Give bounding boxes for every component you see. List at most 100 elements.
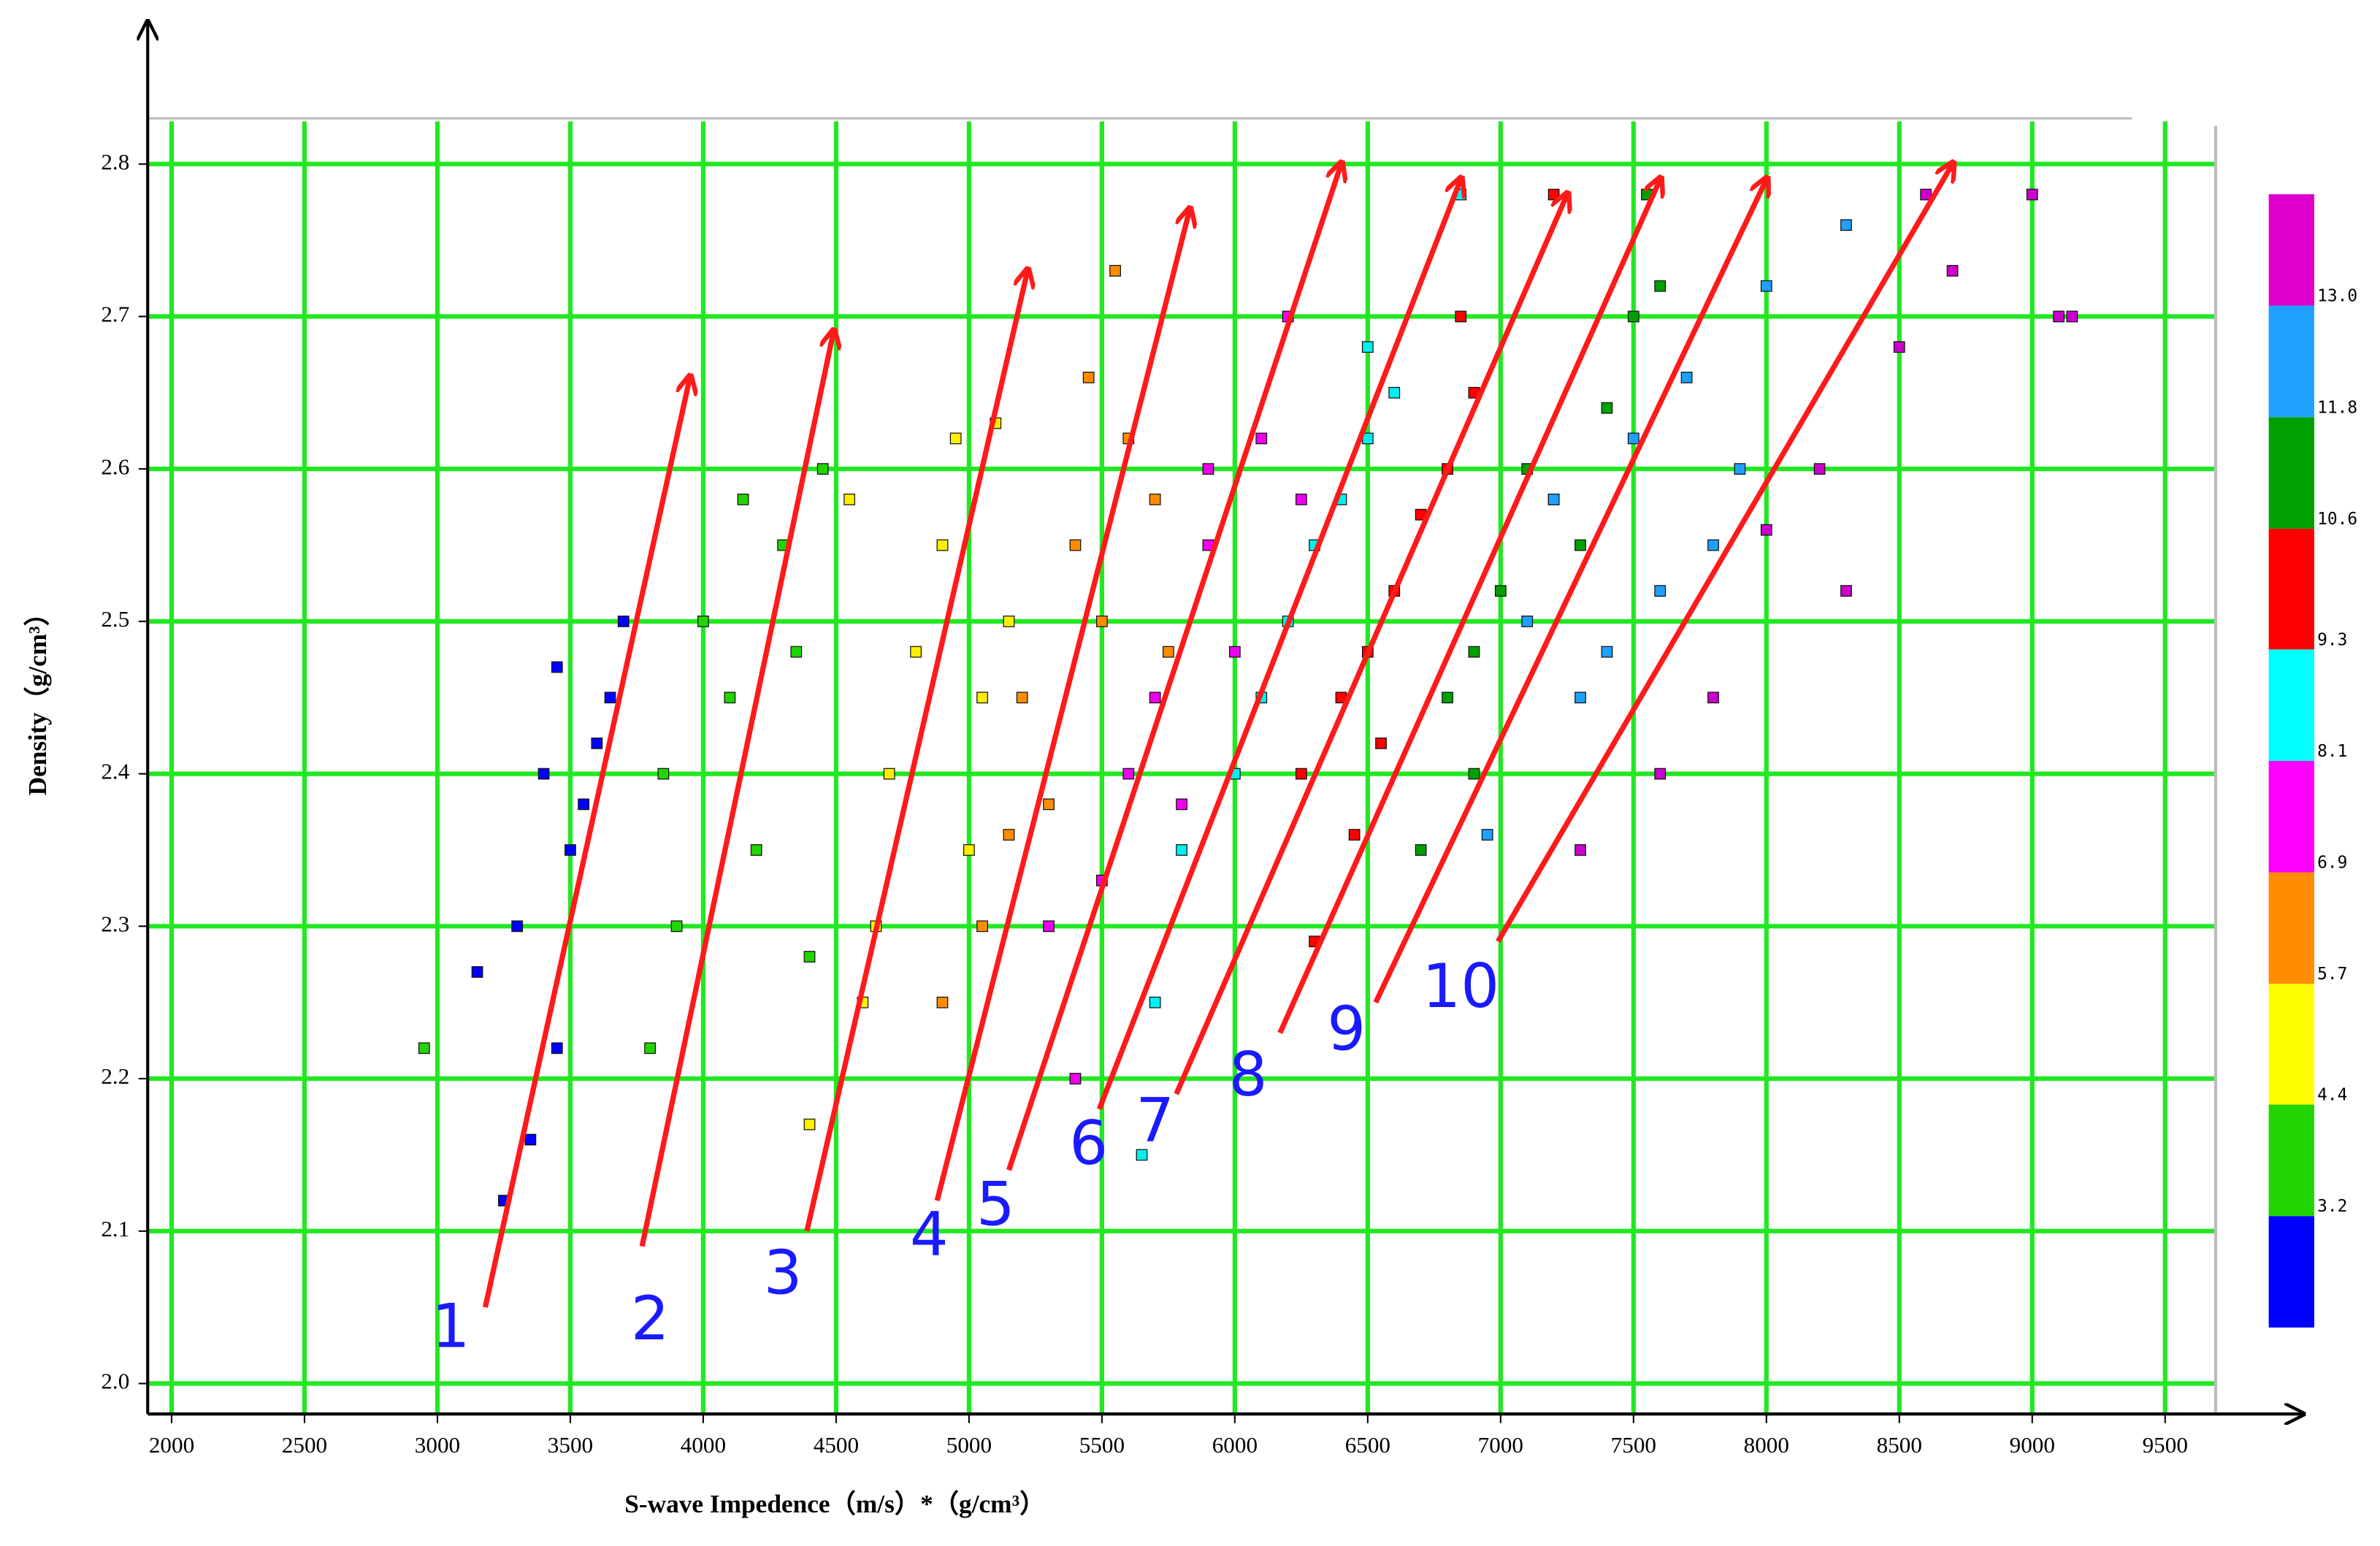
- point: [976, 920, 988, 933]
- x-tick-label: 3500: [548, 1432, 593, 1458]
- colorbar-segment: [2268, 1104, 2314, 1217]
- point: [1016, 692, 1028, 704]
- point: [551, 1042, 563, 1055]
- point: [1109, 264, 1121, 277]
- point: [1442, 692, 1453, 704]
- point: [1707, 539, 1719, 551]
- annotation-arrow: [804, 271, 1028, 1232]
- point: [1521, 615, 1534, 627]
- point: [816, 463, 829, 475]
- y-tick-label: 2.7: [101, 302, 129, 327]
- point: [1043, 920, 1055, 933]
- colorbar-segment: [2268, 305, 2314, 418]
- point: [670, 920, 683, 933]
- y-tick-label: 2.8: [101, 149, 129, 175]
- point: [1468, 646, 1480, 658]
- x-tick-label: 9000: [2010, 1432, 2055, 1458]
- x-tick-label: 6500: [1345, 1432, 1390, 1458]
- point: [1069, 539, 1082, 551]
- annotation-arrow: [1174, 194, 1567, 1095]
- point: [1946, 264, 1959, 277]
- point: [1680, 371, 1693, 383]
- point: [471, 966, 483, 978]
- x-tick-label: 2500: [282, 1432, 327, 1458]
- y-tick-label: 2.1: [101, 1216, 129, 1241]
- point: [1228, 646, 1241, 658]
- point: [2066, 310, 2078, 323]
- y-tick-label: 2.0: [101, 1369, 129, 1394]
- x-tick-label: 5000: [946, 1432, 992, 1458]
- point: [1574, 539, 1586, 551]
- point: [1255, 432, 1268, 445]
- y-tick-label: 2.6: [101, 454, 129, 479]
- colorbar-tick-label: 4.4: [2317, 1086, 2347, 1105]
- point: [1295, 768, 1307, 780]
- point: [803, 1118, 816, 1130]
- annotation-arrow: [1496, 164, 1952, 944]
- annotation-label: 6: [1069, 1108, 1108, 1179]
- point: [591, 737, 603, 749]
- colorbar-tick-label: 13.0: [2317, 287, 2357, 306]
- annotation-label: 5: [976, 1168, 1015, 1239]
- x-tick-label: 7000: [1478, 1432, 1523, 1458]
- colorbar-tick-label: 10.6: [2317, 510, 2357, 529]
- colorbar-tick-label: 3.2: [2317, 1197, 2347, 1216]
- x-tick-label: 2000: [149, 1432, 194, 1458]
- y-tick-label: 2.2: [101, 1063, 129, 1089]
- point: [617, 615, 630, 627]
- annotation-arrow: [1277, 180, 1660, 1034]
- point: [1069, 1073, 1082, 1084]
- point: [1654, 280, 1667, 292]
- point: [644, 1042, 657, 1055]
- colorbar-tick-label: 8.1: [2317, 742, 2347, 761]
- x-tick-label: 9500: [2143, 1432, 2188, 1458]
- point: [524, 1133, 537, 1146]
- annotation-label: 4: [910, 1199, 949, 1270]
- point: [551, 661, 563, 673]
- point: [1095, 615, 1108, 627]
- annotation-arrow: [1006, 164, 1341, 1171]
- point: [604, 692, 616, 704]
- x-tick-label: 5500: [1079, 1432, 1125, 1458]
- point: [883, 768, 895, 780]
- colorbar-segment: [2268, 417, 2314, 529]
- point: [1840, 219, 1852, 231]
- annotation-arrow: [482, 378, 689, 1308]
- point: [1202, 463, 1214, 475]
- point: [1149, 692, 1161, 704]
- point: [2026, 188, 2038, 201]
- point: [724, 692, 736, 704]
- point: [1295, 493, 1307, 505]
- colorbar-tick-label: 9.3: [2317, 630, 2347, 649]
- point: [1707, 692, 1719, 704]
- point: [1481, 829, 1493, 841]
- y-axis-title: Density（g/cm³）: [23, 600, 52, 795]
- annotation-label: 2: [631, 1283, 670, 1354]
- annotation-arrow: [934, 210, 1190, 1201]
- grid: [148, 121, 2216, 1415]
- frame: [148, 117, 2217, 1415]
- point: [511, 920, 524, 933]
- point: [565, 844, 576, 856]
- point: [1627, 310, 1639, 323]
- colorbar-segment: [2268, 1216, 2314, 1328]
- colorbar-tick-label: 6.9: [2317, 854, 2347, 873]
- point: [697, 615, 709, 627]
- point: [1176, 798, 1187, 811]
- point: [1760, 524, 1772, 536]
- point: [418, 1042, 430, 1055]
- y-tick-label: 2.5: [101, 606, 129, 632]
- point: [1149, 493, 1161, 505]
- point: [1122, 768, 1135, 780]
- axes: 2000 2500 3000 3500 4000 4500 5000 5500 6000 6500…: [101, 21, 2303, 1458]
- point: [1547, 188, 1560, 201]
- point: [1654, 585, 1667, 597]
- colorbar-segment: [2268, 528, 2314, 650]
- colorbar-segment: [2268, 194, 2314, 306]
- annotation-label: 7: [1136, 1085, 1174, 1156]
- point: [1840, 585, 1852, 597]
- point: [1468, 768, 1480, 780]
- point: [1375, 737, 1387, 749]
- point: [1003, 615, 1015, 627]
